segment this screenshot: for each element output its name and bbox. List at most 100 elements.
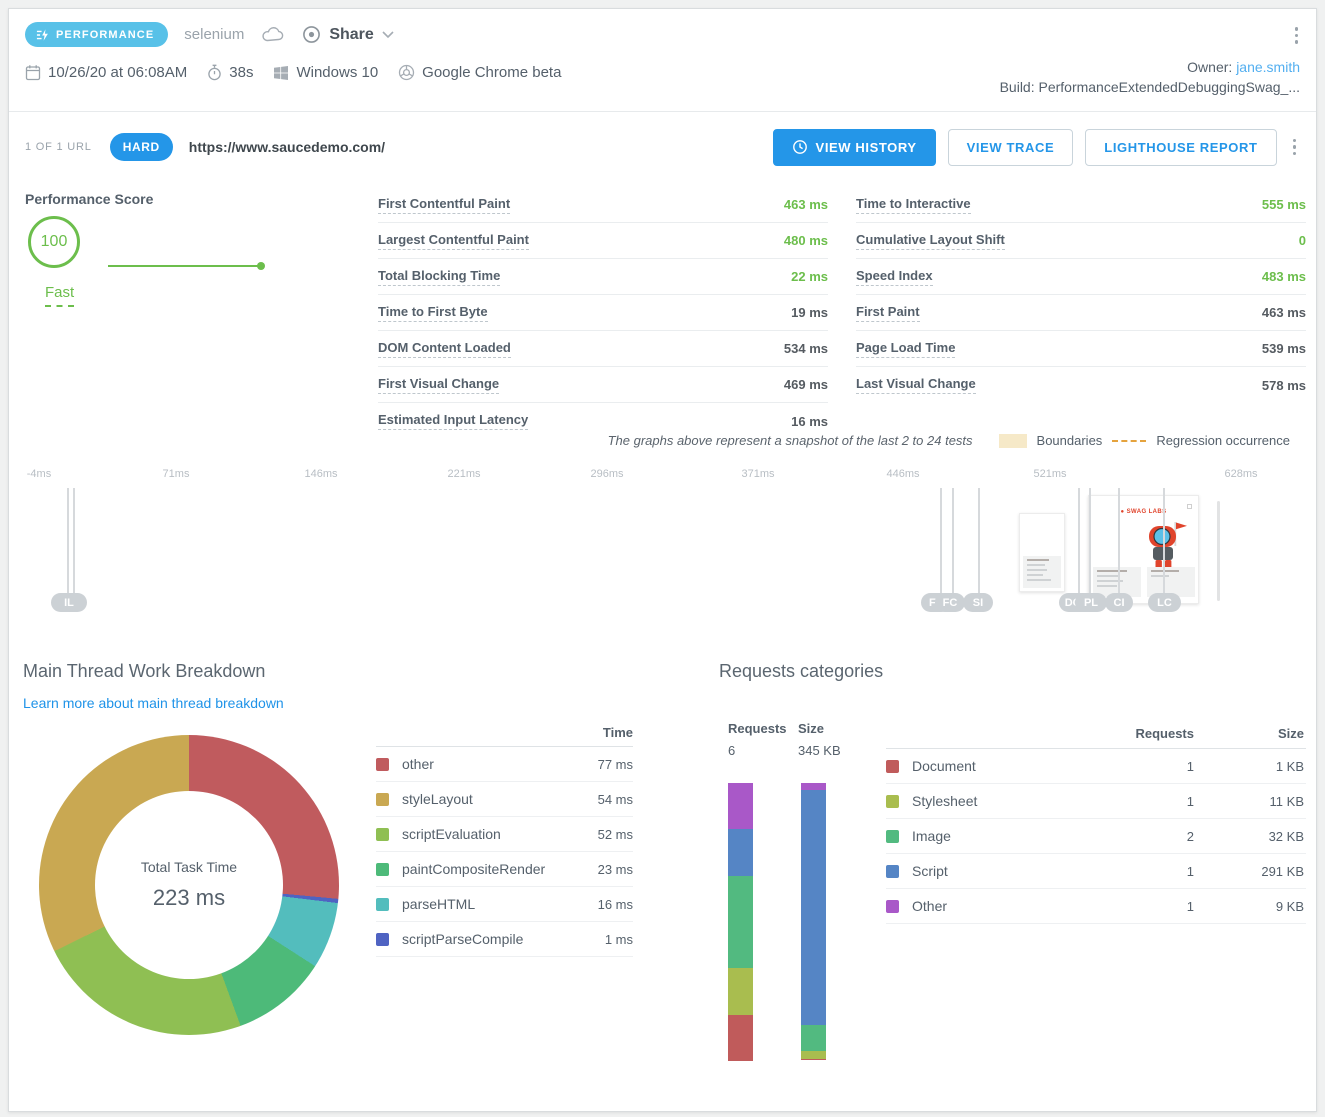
history-clock-icon xyxy=(792,140,807,154)
timeline-tick: 221ms xyxy=(447,468,481,480)
category-requests: 1 xyxy=(1186,793,1194,809)
test-duration-label: 38s xyxy=(229,64,254,81)
metric-label[interactable]: Speed Index xyxy=(856,268,933,286)
category-requests: 1 xyxy=(1186,898,1194,914)
url-row: 1 OF 1 URL HARD https://www.saucedemo.co… xyxy=(25,121,1300,173)
metric-label[interactable]: Cumulative Layout Shift xyxy=(856,232,1005,250)
share-eye-icon xyxy=(303,26,321,43)
windows-icon xyxy=(274,65,289,80)
filmstrip-thumbnail-2[interactable]: ● SWAG LABS xyxy=(1088,495,1199,604)
legend-swatch xyxy=(376,897,389,911)
category-requests: 1 xyxy=(1186,758,1194,774)
legend-swatch xyxy=(376,932,389,946)
performance-badge: PERFORMANCE xyxy=(25,22,169,47)
lighthouse-report-button[interactable]: LIGHTHOUSE REPORT xyxy=(1085,128,1277,166)
main-thread-legend: Time other 77 ms styleLayout 54 ms scriptEva… xyxy=(376,719,633,957)
chevron-down-icon[interactable] xyxy=(382,30,394,39)
marker-pill-lc[interactable]: LC xyxy=(1148,593,1181,612)
marker-pill-il[interactable]: IL xyxy=(51,593,87,612)
test-browser: Google Chrome beta xyxy=(398,64,561,81)
main-thread-title: Main Thread Work Breakdown xyxy=(23,661,266,681)
header-kebab-menu[interactable] xyxy=(1291,23,1303,48)
category-size: 291 KB xyxy=(1261,863,1304,879)
legend-swatch xyxy=(376,862,389,876)
metric-label[interactable]: First Visual Change xyxy=(378,376,500,394)
boundaries-swatch xyxy=(998,433,1027,448)
share-button[interactable]: Share xyxy=(302,25,394,44)
metric-value: 0 xyxy=(1298,233,1306,248)
owner-link[interactable]: jane.smith xyxy=(1236,59,1300,75)
lighthouse-report-label: LIGHTHOUSE REPORT xyxy=(1104,139,1258,155)
legend-value: 23 ms xyxy=(597,861,633,877)
metric-marker-line xyxy=(67,488,69,600)
timeline-tick: 296ms xyxy=(590,468,624,480)
main-thread-donut-chart: Total Task Time 223 ms xyxy=(39,735,339,1035)
metric-label[interactable]: Time to Interactive xyxy=(856,196,971,214)
metric-label[interactable]: DOM Content Loaded xyxy=(378,340,511,358)
view-trace-button[interactable]: VIEW TRACE xyxy=(947,128,1074,166)
test-browser-label: Google Chrome beta xyxy=(422,64,562,81)
metric-label[interactable]: Time to First Byte xyxy=(378,304,488,322)
marker-pill-si[interactable]: SI xyxy=(963,593,993,612)
legend-value: 52 ms xyxy=(597,826,633,842)
marker-pill-fc[interactable]: FC xyxy=(935,593,965,612)
metric-row: Largest Contentful Paint 480 ms xyxy=(378,223,828,259)
header-row: PERFORMANCE selenium Share xyxy=(25,22,394,47)
legend-value: 16 ms xyxy=(597,896,633,912)
thumb1-text-panel xyxy=(1023,556,1061,588)
metric-value: 480 ms xyxy=(783,233,828,248)
metrics-column-right: Time to Interactive 555 ms Cumulative Layo… xyxy=(856,187,1306,403)
metric-value: 534 ms xyxy=(783,341,828,356)
category-label: Document xyxy=(912,758,976,774)
bar-segment-image xyxy=(801,1024,826,1051)
performance-report-card: PERFORMANCE selenium Share 10/26/20 at 0… xyxy=(8,8,1317,1112)
filmstrip-scrollbar[interactable] xyxy=(1217,501,1220,601)
category-size: 11 KB xyxy=(1269,793,1304,809)
url-kebab-menu[interactable] xyxy=(1289,135,1301,160)
legend-label: parseHTML xyxy=(402,896,476,912)
speedometer-icon xyxy=(36,28,48,41)
category-swatch xyxy=(886,759,899,773)
url-actions: VIEW HISTORY VIEW TRACE LIGHTHOUSE REPOR… xyxy=(772,128,1301,166)
requests-table-row: Document 1 1 KB xyxy=(886,749,1306,784)
filmstrip-thumbnail-1[interactable] xyxy=(1019,513,1065,592)
metric-row: First Paint 463 ms xyxy=(856,295,1306,331)
metric-label[interactable]: First Contentful Paint xyxy=(378,196,511,214)
metric-row: Estimated Input Latency 16 ms xyxy=(378,403,828,439)
metric-value: 19 ms xyxy=(791,305,828,320)
metric-marker-line xyxy=(952,488,954,600)
test-date-label: 10/26/20 at 06:08AM xyxy=(48,64,188,81)
metric-label[interactable]: Last Visual Change xyxy=(856,376,976,394)
metric-row: Time to Interactive 555 ms xyxy=(856,187,1306,223)
main-thread-learn-more-link[interactable]: Learn more about main thread breakdown xyxy=(23,695,284,711)
thumb2-text-panel-right xyxy=(1147,567,1195,597)
metric-label[interactable]: First Paint xyxy=(856,304,920,322)
view-history-button[interactable]: VIEW HISTORY xyxy=(772,128,936,166)
size-stacked-bar xyxy=(801,783,826,1061)
sauce-bot-illustration xyxy=(1149,522,1187,572)
bar-segment-document xyxy=(728,1014,753,1061)
view-trace-label: VIEW TRACE xyxy=(966,139,1055,155)
total-task-time-value: 223 ms xyxy=(152,885,226,910)
marker-pill-pl[interactable]: PL xyxy=(1075,593,1107,612)
metric-marker-line xyxy=(978,488,980,600)
category-requests: 1 xyxy=(1186,863,1194,879)
metric-value: 16 ms xyxy=(791,413,828,429)
size-total-block: Size 345 KB xyxy=(798,721,841,758)
owner-label: Owner: xyxy=(1187,59,1237,75)
legend-label: paintCompositeRender xyxy=(402,861,546,877)
metric-label[interactable]: Estimated Input Latency xyxy=(378,412,529,430)
marker-pill-ci[interactable]: CI xyxy=(1105,593,1133,612)
category-swatch xyxy=(886,794,899,808)
score-rating-label[interactable]: Fast xyxy=(45,284,75,307)
metric-label[interactable]: Largest Contentful Paint xyxy=(378,232,529,250)
legend-row: paintCompositeRender 23 ms xyxy=(376,852,633,887)
regression-dash-icon xyxy=(1112,439,1147,442)
metric-label[interactable]: Total Blocking Time xyxy=(378,268,501,286)
category-label: Image xyxy=(912,828,951,844)
requests-table-row: Script 1 291 KB xyxy=(886,854,1306,889)
requests-total-value: 6 xyxy=(728,743,736,758)
metric-value: 539 ms xyxy=(1261,341,1306,356)
metric-label[interactable]: Page Load Time xyxy=(856,340,956,358)
legend-row: parseHTML 16 ms xyxy=(376,887,633,922)
